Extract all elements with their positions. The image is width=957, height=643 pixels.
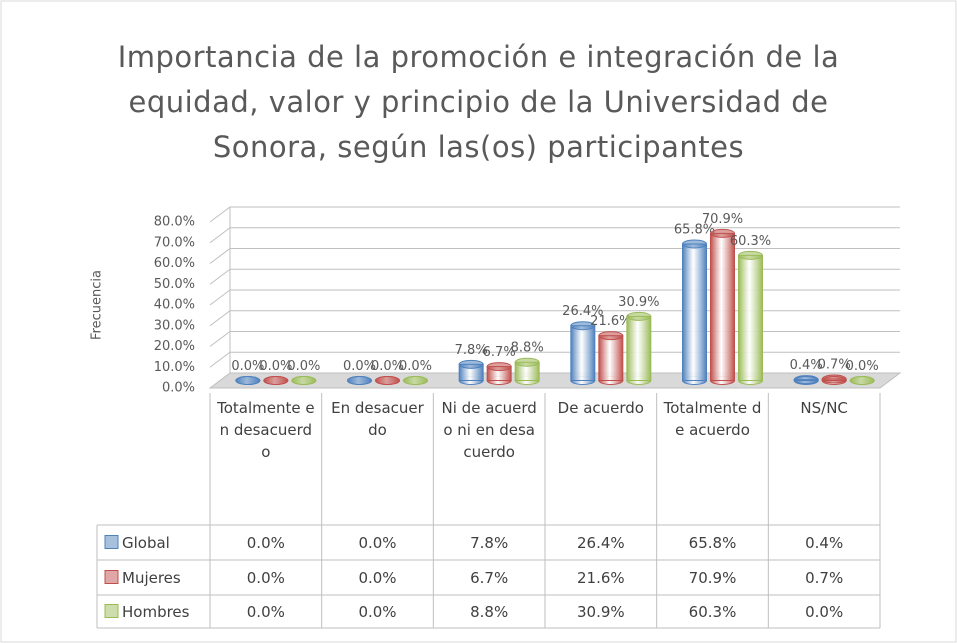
table-value: 21.6% xyxy=(577,569,625,587)
bar-top xyxy=(626,311,652,321)
table-value: 0.7% xyxy=(805,569,843,587)
legend-label: Global xyxy=(122,534,170,552)
legend-key xyxy=(104,570,119,584)
category-cell: Ni de acuerdo ni en desacuerdo xyxy=(441,399,537,461)
table-value: 7.8% xyxy=(470,534,508,552)
data-label: 26.4% xyxy=(562,304,603,319)
y-tick-label: 0.0% xyxy=(162,381,195,396)
bar-top xyxy=(570,321,596,331)
chart-title: Importancia de la promoción e integració… xyxy=(117,40,840,164)
data-label: 7.8% xyxy=(455,343,488,358)
data-label: 0.7% xyxy=(818,358,851,373)
table-value: 60.3% xyxy=(689,603,737,621)
data-label: 8.8% xyxy=(511,341,544,356)
bar xyxy=(738,254,763,381)
table-value: 0.0% xyxy=(358,569,396,587)
data-label: 0.4% xyxy=(790,358,823,373)
x-tick-label: Totalmente en desacuerdo xyxy=(217,399,315,461)
data-label: 70.9% xyxy=(702,212,743,227)
data-label: 0.0% xyxy=(846,359,879,374)
data-label: 0.0% xyxy=(343,359,376,374)
bar-top xyxy=(235,376,261,385)
category-cell: De acuerdo xyxy=(557,399,644,417)
y-tick-label: 80.0% xyxy=(154,215,195,230)
data-label: 0.0% xyxy=(259,359,292,374)
bar xyxy=(598,335,624,381)
bar xyxy=(570,325,596,381)
y-tick-label: 70.0% xyxy=(154,235,195,250)
bar-top xyxy=(458,359,484,369)
table-value: 0.0% xyxy=(805,603,843,621)
bar-top xyxy=(598,331,624,341)
bar-top xyxy=(263,376,289,385)
category-cell: Totalmente en desacuerdo xyxy=(217,399,315,461)
table-value: 8.8% xyxy=(470,603,508,621)
table-value: 26.4% xyxy=(577,534,625,552)
bar-top xyxy=(710,228,735,238)
table-value: 30.9% xyxy=(577,603,625,621)
table-value: 70.9% xyxy=(689,569,737,587)
table-value: 0.0% xyxy=(247,569,285,587)
y-tick-label: 10.0% xyxy=(154,360,195,375)
data-label: 60.3% xyxy=(730,234,771,249)
data-label: 6.7% xyxy=(483,345,516,360)
table-value: 0.0% xyxy=(358,534,396,552)
legend-label: Mujeres xyxy=(122,569,181,587)
bar xyxy=(626,315,652,382)
data-label: 0.0% xyxy=(371,359,404,374)
bar-top xyxy=(375,376,400,385)
x-tick-label: Totalmente de acuerdo xyxy=(663,399,762,439)
data-label: 0.0% xyxy=(231,359,264,374)
data-label: 65.8% xyxy=(674,222,715,237)
data-label: 30.9% xyxy=(618,295,659,310)
bar-top xyxy=(347,376,372,385)
bar-top xyxy=(793,375,819,385)
category-cell: NS/NC xyxy=(800,399,848,417)
bar-top xyxy=(291,376,317,385)
title-box: Importancia de la promoción e integració… xyxy=(117,40,840,164)
legend-key xyxy=(104,604,119,618)
data-label: 0.0% xyxy=(287,359,320,374)
table-value: 65.8% xyxy=(689,534,737,552)
bar xyxy=(710,232,735,381)
y-tick-label: 40.0% xyxy=(154,298,195,313)
bar-top xyxy=(849,376,875,385)
category-cell: En desacuerdo xyxy=(331,399,424,439)
table-value: 0.0% xyxy=(247,603,285,621)
y-tick-label: 60.0% xyxy=(154,256,195,271)
data-label: 0.0% xyxy=(399,359,432,374)
x-tick-label: En desacuerdo xyxy=(331,399,424,439)
x-tick-label: NS/NC xyxy=(800,399,848,417)
legend-label: Hombres xyxy=(122,603,190,621)
category-cell: Totalmente de acuerdo xyxy=(663,399,762,439)
x-tick-label: Ni de acuerdo ni en desacuerdo xyxy=(441,399,537,461)
legend-key xyxy=(104,535,119,549)
y-tick-label: 20.0% xyxy=(154,339,195,354)
bar-top xyxy=(738,250,763,260)
x-tick-label: De acuerdo xyxy=(557,399,644,417)
data-label: 21.6% xyxy=(590,314,631,329)
y-tick-label: 50.0% xyxy=(154,277,195,292)
bar xyxy=(682,243,707,381)
table-value: 6.7% xyxy=(470,569,508,587)
bar-top xyxy=(403,376,428,385)
bar-top xyxy=(514,357,540,367)
table-value: 0.0% xyxy=(358,603,396,621)
bar-top xyxy=(682,239,707,249)
y-tick-label: 30.0% xyxy=(154,318,195,333)
bar-top xyxy=(821,374,847,384)
y-axis-label: Frecuencia xyxy=(90,270,105,340)
table-value: 0.0% xyxy=(247,534,285,552)
bar-top xyxy=(486,362,512,372)
table-value: 0.4% xyxy=(805,534,843,552)
